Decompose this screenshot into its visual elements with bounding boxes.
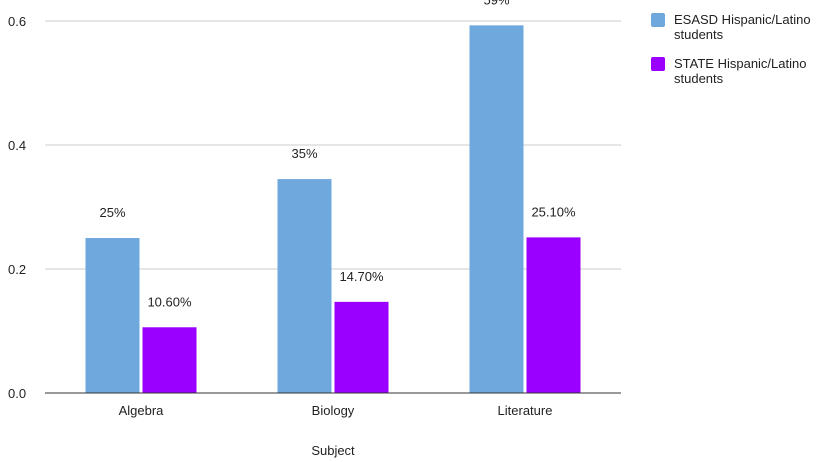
- legend-item-state: STATE Hispanic/Latino students: [651, 56, 838, 86]
- bar: [334, 301, 389, 393]
- gridlines: [45, 20, 621, 270]
- bar: [469, 25, 524, 394]
- data-label: 25%: [99, 205, 125, 220]
- legend-swatch: [651, 13, 665, 27]
- x-tick-label: Algebra: [119, 403, 165, 418]
- legend-swatch: [651, 57, 665, 71]
- y-axis-ticks: 0.0 0.2 0.4 0.6: [8, 14, 26, 401]
- data-label: 10.60%: [147, 294, 192, 309]
- data-label: 14.70%: [339, 269, 384, 284]
- x-axis-ticks: Algebra Biology Literature: [119, 403, 553, 418]
- data-label: 35%: [291, 146, 317, 161]
- legend: ESASD Hispanic/Latino students STATE His…: [651, 12, 838, 100]
- y-tick-label: 0.6: [8, 14, 26, 29]
- x-tick-label: Biology: [312, 403, 355, 418]
- bar: [526, 237, 581, 393]
- legend-item-esasd: ESASD Hispanic/Latino students: [651, 12, 838, 42]
- y-tick-label: 0.2: [8, 262, 26, 277]
- legend-label: ESASD Hispanic/Latino students: [674, 12, 811, 42]
- x-tick-label: Literature: [498, 403, 553, 418]
- legend-label: STATE Hispanic/Latino students: [674, 56, 807, 86]
- bar: [142, 327, 197, 393]
- data-labels: 25% 10.60% 35% 14.70% 59% 25.10%: [99, 0, 576, 309]
- data-label: 25.10%: [531, 204, 576, 219]
- y-tick-label: 0.0: [8, 386, 26, 401]
- y-tick-label: 0.4: [8, 138, 26, 153]
- data-label: 59%: [483, 0, 509, 7]
- bar: [85, 238, 140, 393]
- x-axis-title: Subject: [311, 443, 355, 458]
- bar: [277, 179, 332, 393]
- bars: [85, 25, 581, 394]
